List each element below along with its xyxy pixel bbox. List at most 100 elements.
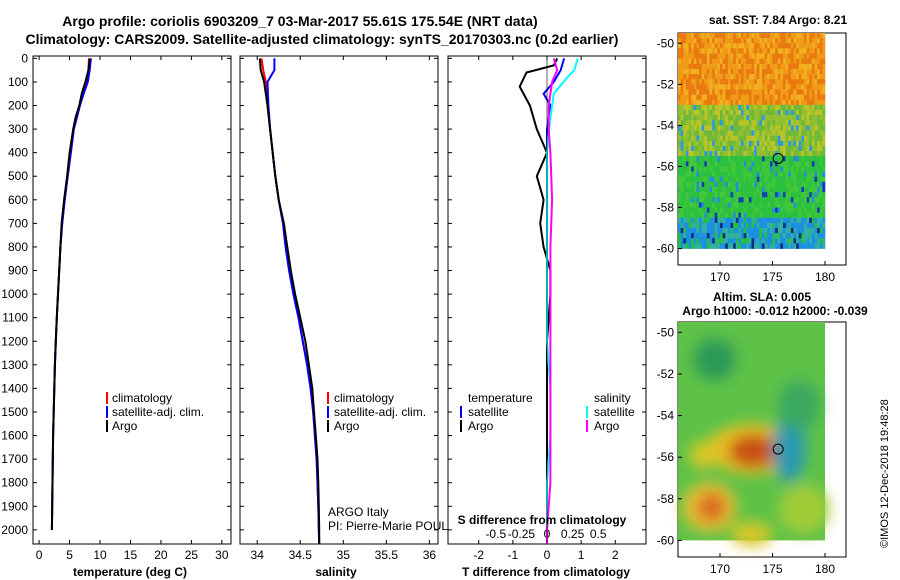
sst-cell: [733, 48, 737, 54]
sst-cell: [817, 43, 821, 49]
sst-cell: [764, 53, 768, 59]
sst-cell: [683, 176, 687, 183]
sst-cell: [727, 135, 731, 142]
sst-cell: [717, 109, 721, 116]
sst-cell: [775, 89, 779, 95]
sst-cell: [733, 115, 737, 121]
sst-cell: [748, 104, 752, 111]
sst-cell: [741, 145, 744, 152]
sst-cell: [738, 33, 742, 39]
sst-cell: [804, 228, 807, 234]
sst-cell: [809, 79, 813, 85]
sst-cell: [817, 197, 821, 203]
sst-cell: [735, 166, 739, 172]
sst-cell: [701, 109, 705, 116]
sst-cell: [811, 192, 815, 198]
sst-cell: [699, 109, 702, 116]
sst-cell: [762, 99, 765, 106]
sst-cell: [785, 145, 789, 152]
sst-cell: [714, 228, 718, 234]
sst-cell: [709, 89, 713, 95]
sla-anomaly: [689, 440, 715, 470]
sst-cell: [822, 99, 826, 106]
sst-cell: [767, 68, 771, 75]
sst-cell: [683, 197, 687, 203]
sst-cell: [772, 38, 776, 44]
sst-cell: [714, 120, 718, 126]
sst-cell: [720, 233, 723, 239]
sst-cell: [709, 104, 713, 111]
sst-cell: [741, 181, 744, 188]
sst-cell: [759, 84, 763, 90]
sst-cell: [743, 145, 747, 152]
sst-cell: [722, 109, 726, 116]
sst-cell: [727, 99, 731, 106]
sst-cell: [793, 99, 797, 106]
sst-cell: [748, 140, 752, 147]
sst-cell: [754, 207, 758, 213]
depth-tick-label: 1800: [1, 476, 28, 490]
sst-cell: [693, 99, 697, 106]
sst-cell: [801, 238, 805, 244]
sst-cell: [680, 145, 684, 152]
sst-cell: [727, 125, 731, 131]
sst-cell: [743, 212, 747, 219]
sst-cell: [811, 207, 815, 213]
sst-cell: [743, 233, 747, 239]
sst-cell: [814, 58, 818, 65]
sst-cell: [783, 115, 786, 121]
sst-cell: [691, 202, 695, 208]
sst-cell: [780, 43, 784, 49]
sst-cell: [704, 145, 708, 152]
sst-cell: [709, 161, 713, 167]
sst-cell: [699, 228, 702, 234]
sst-cell: [685, 243, 689, 249]
sst-cell: [772, 99, 776, 106]
sst-cell: [706, 74, 710, 80]
sst-cell: [751, 38, 755, 44]
sst-cell: [780, 140, 784, 147]
difference-legend: temperature satellite Argo salinity sate…: [460, 391, 635, 433]
sst-cell: [685, 63, 689, 70]
sst-cell: [722, 130, 726, 136]
x-tick-label: 10: [93, 548, 107, 562]
sst-cell: [738, 186, 742, 193]
sst-cell: [762, 84, 765, 90]
sst-cell: [777, 212, 781, 219]
sst-cell: [680, 115, 684, 121]
sst-cell: [741, 58, 744, 65]
sst-cell: [717, 151, 721, 157]
sst-cell: [767, 197, 771, 203]
sst-cell: [796, 74, 800, 80]
sst-cell: [741, 197, 744, 203]
sst-cell: [806, 120, 810, 126]
sst-cell: [819, 197, 823, 203]
sst-cell: [754, 53, 758, 59]
sst-cell: [804, 145, 807, 152]
sst-cell: [693, 192, 697, 198]
sst-cell: [725, 228, 729, 234]
sst-cell: [819, 94, 823, 101]
sst-cell: [683, 53, 687, 59]
sst-cell: [712, 212, 716, 219]
sst-cell: [741, 202, 744, 208]
sst-cell: [811, 48, 815, 54]
sst-cell: [693, 156, 697, 162]
sst-cell: [741, 84, 744, 90]
sst-cell: [741, 130, 744, 136]
sst-cell: [683, 161, 687, 167]
sst-cell: [783, 238, 786, 244]
sst-cell: [748, 181, 752, 188]
sst-cell: [680, 161, 684, 167]
sst-cell: [706, 192, 710, 198]
sst-cell: [722, 243, 726, 249]
sst-cell: [822, 212, 826, 219]
sst-cell: [680, 43, 684, 49]
sst-cell: [735, 68, 739, 75]
sst-cell: [769, 140, 773, 147]
sst-cell: [693, 125, 697, 131]
sst-cell: [733, 38, 737, 44]
sst-cell: [817, 181, 821, 188]
figure-title-line2: Climatology: CARS2009. Satellite-adjuste…: [26, 31, 619, 47]
sst-cell: [730, 68, 734, 75]
